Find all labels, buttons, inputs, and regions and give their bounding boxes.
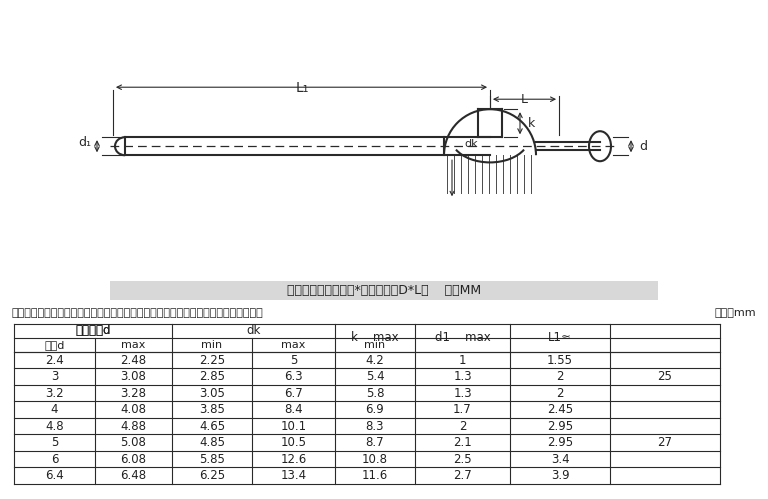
Text: 4.88: 4.88 (121, 420, 147, 433)
Text: 1: 1 (458, 354, 466, 367)
Text: k    max: k max (351, 331, 399, 344)
Text: 5.85: 5.85 (199, 453, 225, 466)
Text: min: min (365, 340, 386, 350)
Text: d1    max: d1 max (435, 331, 491, 344)
Text: 8.7: 8.7 (366, 436, 384, 449)
Text: 6: 6 (51, 453, 58, 466)
Text: 1.3: 1.3 (453, 387, 472, 400)
Text: 3.08: 3.08 (121, 370, 147, 383)
Text: 4: 4 (51, 403, 58, 416)
Text: 2.1: 2.1 (453, 436, 472, 449)
Text: 10.8: 10.8 (362, 453, 388, 466)
Text: 5.08: 5.08 (121, 436, 147, 449)
Text: 6.9: 6.9 (366, 403, 384, 416)
Text: 2: 2 (556, 387, 564, 400)
Text: 5.8: 5.8 (366, 387, 384, 400)
Text: 2.85: 2.85 (199, 370, 225, 383)
Text: 4.08: 4.08 (121, 403, 147, 416)
Text: L₁: L₁ (296, 81, 310, 95)
Text: 2.45: 2.45 (547, 403, 573, 416)
Text: 公称直径d: 公称直径d (75, 324, 111, 337)
Text: 3.9: 3.9 (551, 469, 569, 482)
Text: 4.8: 4.8 (45, 420, 64, 433)
Text: 公称d: 公称d (45, 340, 65, 350)
Text: max: max (281, 340, 306, 350)
Text: 6.48: 6.48 (121, 469, 147, 482)
Text: 单位：mm: 单位：mm (714, 308, 756, 318)
Text: 5: 5 (51, 436, 58, 449)
Text: 4.85: 4.85 (199, 436, 225, 449)
Text: 3.28: 3.28 (121, 387, 147, 400)
Text: 13.4: 13.4 (280, 469, 306, 482)
Text: 12.6: 12.6 (280, 453, 306, 466)
Text: k: k (528, 117, 535, 130)
Text: max: max (121, 340, 146, 350)
Text: d: d (639, 140, 647, 153)
Text: 2.5: 2.5 (453, 453, 472, 466)
Text: 4.2: 4.2 (366, 354, 384, 367)
Text: 8.3: 8.3 (366, 420, 384, 433)
Text: 6.7: 6.7 (284, 387, 303, 400)
Text: min: min (201, 340, 223, 350)
Bar (110, 281, 658, 299)
Text: 1.55: 1.55 (547, 354, 573, 367)
Text: 6.4: 6.4 (45, 469, 64, 482)
Text: 2.48: 2.48 (121, 354, 147, 367)
Text: 2.95: 2.95 (547, 420, 573, 433)
Text: 公称直径d: 公称直径d (75, 324, 111, 337)
Text: 8.4: 8.4 (284, 403, 303, 416)
Text: L: L (521, 93, 528, 106)
Text: L1≈: L1≈ (548, 331, 572, 344)
Text: 3.85: 3.85 (199, 403, 225, 416)
Text: 2.95: 2.95 (547, 436, 573, 449)
Text: 6.3: 6.3 (284, 370, 303, 383)
Text: 11.6: 11.6 (362, 469, 388, 482)
Text: 2.7: 2.7 (453, 469, 472, 482)
Text: 25: 25 (657, 370, 673, 383)
Text: 2: 2 (556, 370, 564, 383)
Text: 10.1: 10.1 (280, 420, 306, 433)
Text: 2.4: 2.4 (45, 354, 64, 367)
Text: 6.08: 6.08 (121, 453, 147, 466)
Text: 规格组成：头部直径*头部长度（D*L）    单位MM: 规格组成：头部直径*头部长度（D*L） 单位MM (287, 284, 481, 297)
Text: 10.5: 10.5 (280, 436, 306, 449)
Text: 2.25: 2.25 (199, 354, 225, 367)
Text: 注：数值为单批次人工测量，存在一定误差，请以实物为准，介意者慎拍或联系客服！: 注：数值为单批次人工测量，存在一定误差，请以实物为准，介意者慎拍或联系客服！ (12, 308, 263, 318)
Text: 1.3: 1.3 (453, 370, 472, 383)
Text: 3.2: 3.2 (45, 387, 64, 400)
Text: 27: 27 (657, 436, 673, 449)
Text: 1.7: 1.7 (453, 403, 472, 416)
Text: dk: dk (247, 324, 260, 337)
Text: 3: 3 (51, 370, 58, 383)
Text: 3.05: 3.05 (199, 387, 225, 400)
Text: d₁: d₁ (78, 136, 91, 149)
Text: 4.65: 4.65 (199, 420, 225, 433)
Text: 5.4: 5.4 (366, 370, 384, 383)
Text: 3.4: 3.4 (551, 453, 569, 466)
Text: 2: 2 (458, 420, 466, 433)
Text: dk: dk (465, 139, 478, 149)
Text: 6.25: 6.25 (199, 469, 225, 482)
Text: 5: 5 (290, 354, 297, 367)
